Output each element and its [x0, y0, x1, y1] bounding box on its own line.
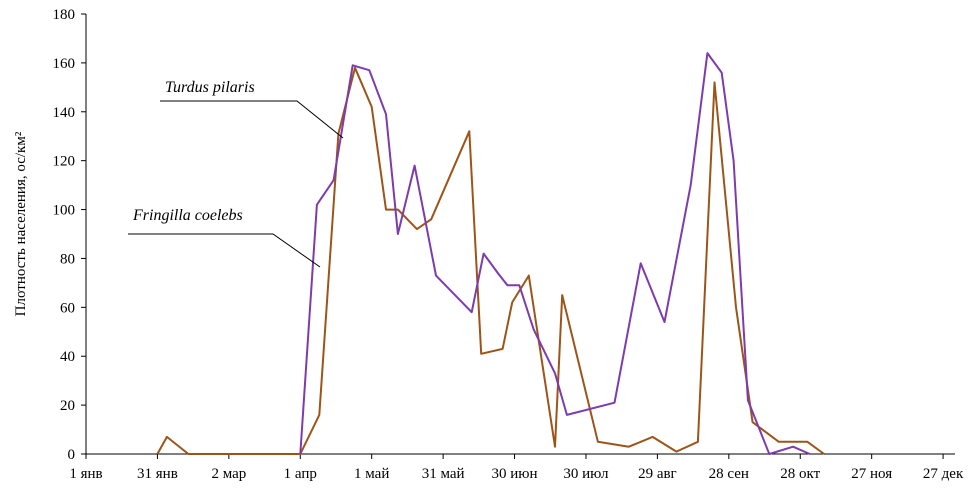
y-axis-title: Плотность населения, ос/км² [13, 131, 29, 316]
x-tick-label: 28 сен [709, 466, 749, 482]
x-tick-label: 31 янв [137, 466, 178, 482]
series-line-turdus-pilaris [156, 66, 825, 455]
x-tick-label: 29 авг [638, 466, 677, 482]
x-tick-label: 30 июл [563, 466, 609, 482]
x-tick-label: 1 янв [69, 466, 102, 482]
x-tick-label: 2 мар [211, 466, 246, 482]
series-group [156, 52, 825, 455]
annotation-leader-line [128, 233, 321, 268]
annotation-group: Turdus pilaris Fringilla coelebs [128, 79, 344, 268]
y-tick-label: 120 [53, 154, 76, 170]
y-tick-label: 0 [68, 447, 76, 463]
y-tick-label: 20 [60, 398, 75, 414]
x-tick-label: 27 дек [923, 466, 964, 482]
x-tick-label: 28 окт [780, 466, 820, 482]
series-line-fringilla-coelebs [299, 52, 811, 455]
y-tick-label: 100 [53, 203, 76, 219]
y-axis: 0 20 40 60 80 100 120 140 160 180 [53, 7, 87, 463]
annotation-label: Turdus pilaris [165, 79, 255, 96]
x-tick-label: 27 ноя [851, 466, 892, 482]
x-axis: 1 янв 31 янв 2 мар 1 апр 1 май 31 май 30 июн 30… [69, 453, 964, 482]
y-tick-label: 180 [53, 7, 76, 23]
x-tick-label: 30 июн [492, 466, 538, 482]
y-tick-label: 80 [60, 251, 75, 267]
x-tick-label: 1 май [354, 466, 389, 482]
x-tick-label: 1 апр [284, 466, 317, 482]
annotation-label: Fringilla coelebs [132, 207, 243, 224]
y-tick-label: 160 [53, 56, 76, 72]
annotation-leader-line [160, 100, 344, 139]
x-tick-label: 31 май [422, 466, 465, 482]
y-tick-label: 40 [60, 349, 75, 365]
y-tick-label: 60 [60, 300, 75, 316]
y-tick-label: 140 [53, 105, 76, 121]
